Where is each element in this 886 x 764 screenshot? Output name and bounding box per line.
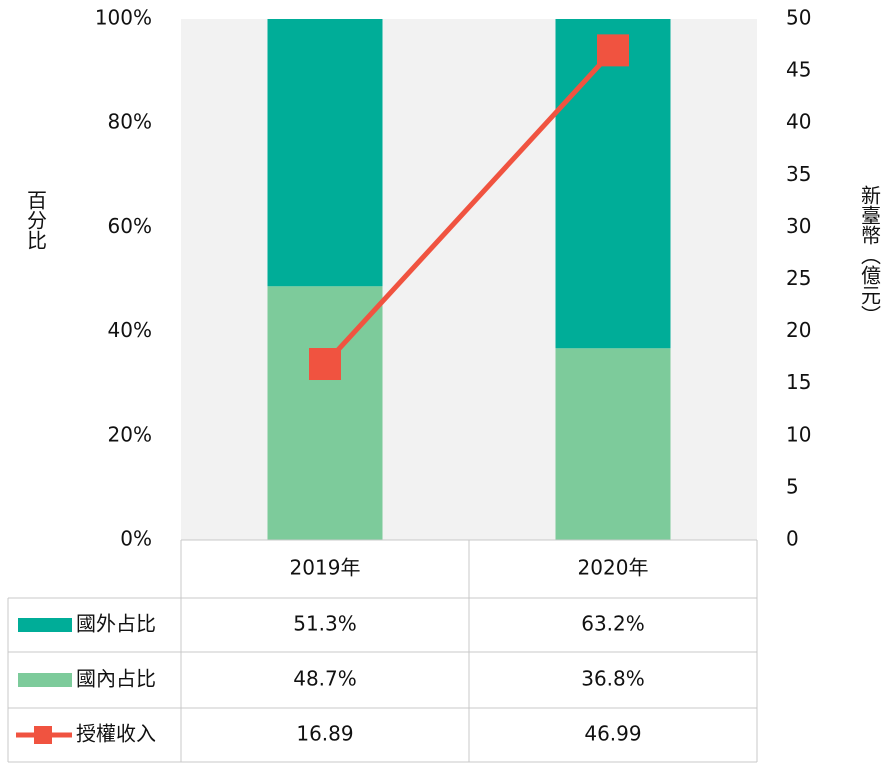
bar <box>555 348 671 540</box>
y2-tick-label: 25 <box>786 266 811 290</box>
bar <box>267 19 383 287</box>
table-value: 46.99 <box>584 722 641 746</box>
y-tick-label: 40% <box>108 318 152 342</box>
x-tick-label: 2020年 <box>578 556 649 580</box>
y2-tick-label: 45 <box>786 58 811 82</box>
y2-tick-label: 10 <box>786 422 811 446</box>
legend-label: 國內占比 <box>76 667 156 691</box>
y2-tick-label: 0 <box>786 527 799 551</box>
table-value: 16.89 <box>296 722 353 746</box>
legend-key-marker <box>34 726 52 744</box>
table-value: 63.2% <box>581 612 645 636</box>
y2-tick-label: 40 <box>786 110 811 134</box>
legend-key <box>18 618 72 632</box>
y-tick-label: 100% <box>95 6 152 30</box>
table-value: 51.3% <box>293 612 357 636</box>
y-tick-label: 80% <box>108 110 152 134</box>
y2-tick-label: 35 <box>786 162 811 186</box>
table-value: 36.8% <box>581 667 645 691</box>
y-tick-label: 60% <box>108 214 152 238</box>
y-axis-label: 百分比 <box>24 190 48 250</box>
y2-tick-label: 20 <box>786 318 811 342</box>
table-value: 48.7% <box>293 667 357 691</box>
line-marker <box>597 34 629 67</box>
y2-tick-label: 50 <box>786 6 811 30</box>
plot-area <box>181 19 757 540</box>
y2-axis-label: 新臺幣（億元） <box>858 185 882 325</box>
x-tick-label: 2019年 <box>290 556 361 580</box>
line-marker <box>309 348 341 381</box>
line <box>323 48 615 366</box>
y2-tick-label: 30 <box>786 214 811 238</box>
legend-label: 國外占比 <box>76 612 156 636</box>
y-tick-label: 0% <box>120 527 152 551</box>
y2-tick-label: 15 <box>786 370 811 394</box>
legend-key <box>18 673 72 687</box>
legend-label: 授權收入 <box>76 722 156 746</box>
bar <box>555 19 671 349</box>
bar <box>267 286 383 540</box>
y-tick-label: 20% <box>108 422 152 446</box>
y2-tick-label: 5 <box>786 474 799 498</box>
